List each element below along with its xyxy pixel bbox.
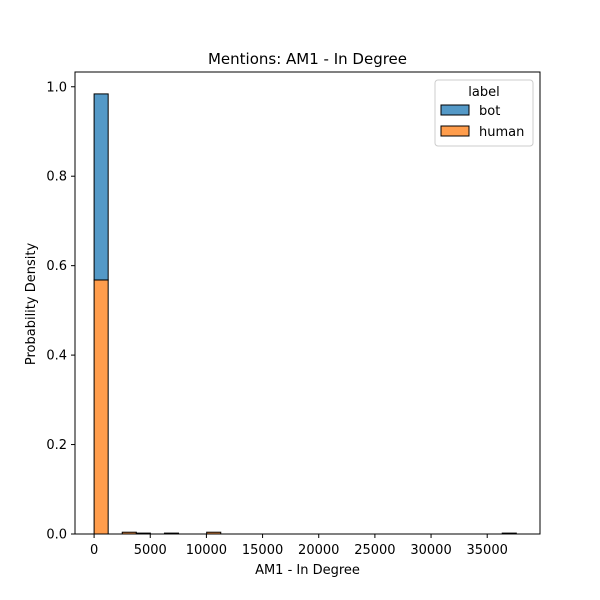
y-tick-label-0: 0.0 xyxy=(46,528,67,543)
x-tick-label-7: 35000 xyxy=(467,543,508,558)
y-tick-label-4: 0.8 xyxy=(46,170,67,185)
plot-frame xyxy=(74,71,541,535)
x-tick-label-1: 5000 xyxy=(134,543,167,558)
y-tick-label-2: 0.4 xyxy=(46,349,67,364)
x-tick-label-2: 10000 xyxy=(186,543,227,558)
bar-bot-0 xyxy=(93,93,109,281)
x-tick-label-0: 0 xyxy=(90,543,98,558)
legend-label-human: human xyxy=(479,125,524,140)
legend-swatch-human xyxy=(440,125,470,137)
legend-title: label xyxy=(468,85,499,100)
legend-label-bot: bot xyxy=(479,104,500,119)
x-tick-label-6: 30000 xyxy=(410,543,451,558)
bars-layer xyxy=(93,93,517,535)
x-tick-label-3: 15000 xyxy=(242,543,283,558)
x-tick-label-4: 20000 xyxy=(298,543,339,558)
legend: label bot human xyxy=(434,79,534,147)
y-tick-label-3: 0.6 xyxy=(46,259,67,274)
legend-swatch-bot xyxy=(440,104,470,116)
y-tick-label-5: 1.0 xyxy=(46,80,67,95)
y-tick-label-1: 0.2 xyxy=(46,438,67,453)
x-axis-label: AM1 - In Degree xyxy=(255,563,360,578)
chart-title: Mentions: AM1 - In Degree xyxy=(208,50,407,68)
bar-human-0 xyxy=(93,279,109,535)
axes-layer: 0 5000 10000 15000 20000 25000 30000 35000 0.0 0.… xyxy=(46,71,541,558)
x-tick-label-5: 25000 xyxy=(354,543,395,558)
y-axis-label: Probability Density xyxy=(24,243,39,366)
